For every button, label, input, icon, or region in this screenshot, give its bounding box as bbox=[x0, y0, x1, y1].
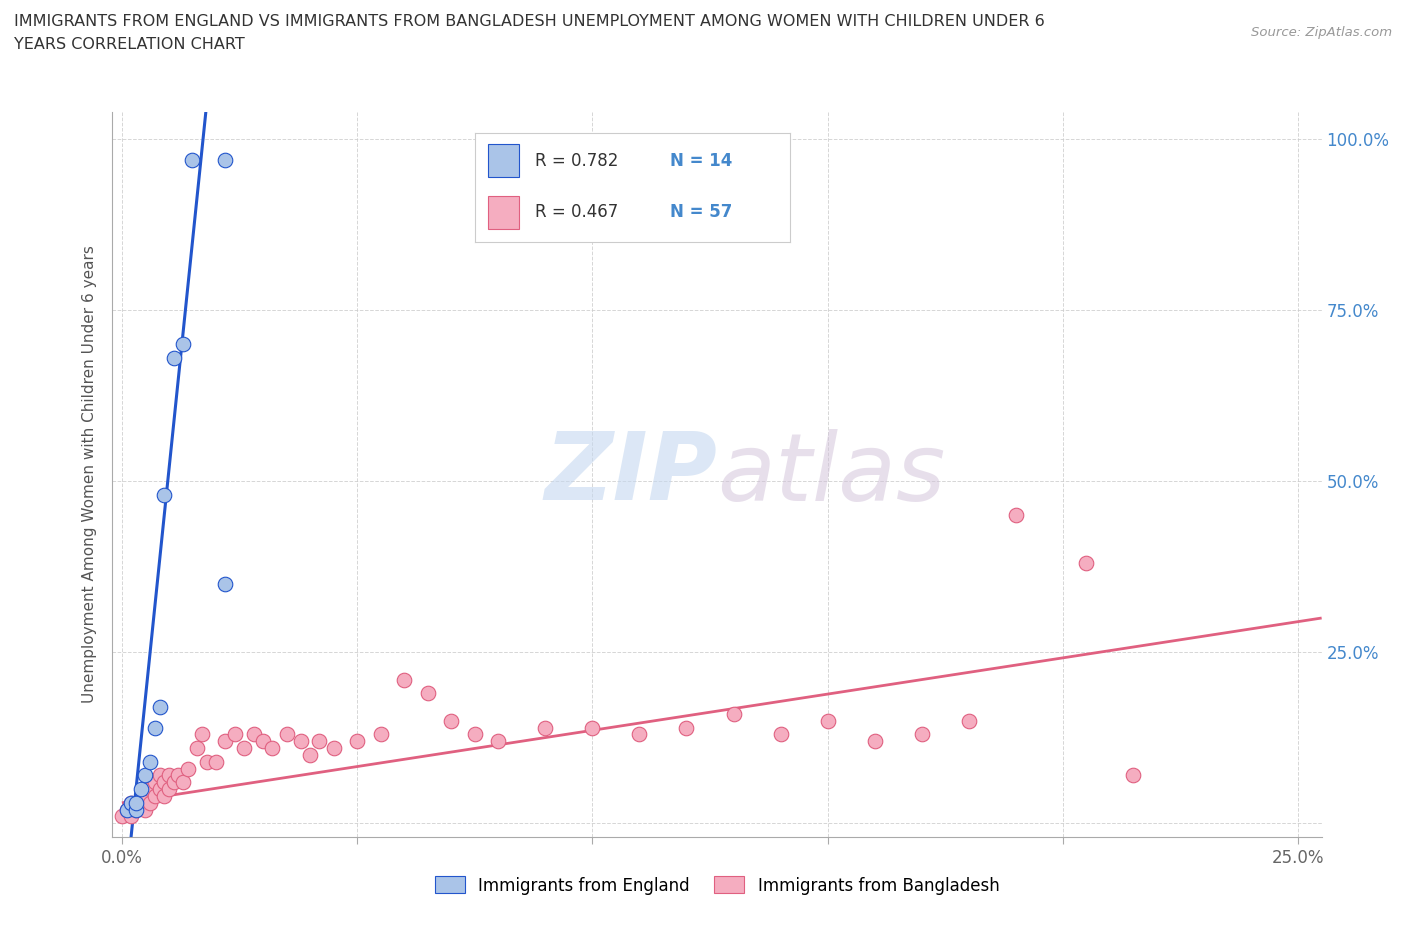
Point bbox=[148, 781, 170, 796]
Point bbox=[214, 734, 236, 749]
Point bbox=[957, 713, 980, 728]
Point bbox=[464, 727, 486, 742]
Text: atlas: atlas bbox=[717, 429, 945, 520]
Point bbox=[157, 768, 180, 783]
Text: IMMIGRANTS FROM ENGLAND VS IMMIGRANTS FROM BANGLADESH UNEMPLOYMENT AMONG WOMEN W: IMMIGRANTS FROM ENGLAND VS IMMIGRANTS FR… bbox=[14, 14, 1045, 29]
Point bbox=[139, 754, 162, 769]
Point bbox=[163, 775, 186, 790]
Text: ZIP: ZIP bbox=[544, 429, 717, 520]
Point bbox=[299, 748, 322, 763]
Point bbox=[1122, 768, 1144, 783]
Point bbox=[214, 577, 236, 591]
Text: Source: ZipAtlas.com: Source: ZipAtlas.com bbox=[1251, 26, 1392, 39]
Point bbox=[181, 153, 204, 167]
Point bbox=[911, 727, 934, 742]
Point bbox=[224, 727, 246, 742]
Point bbox=[163, 351, 186, 365]
Point bbox=[129, 795, 152, 810]
Point bbox=[191, 727, 214, 742]
Point bbox=[346, 734, 368, 749]
Point bbox=[120, 809, 142, 824]
Text: YEARS CORRELATION CHART: YEARS CORRELATION CHART bbox=[14, 37, 245, 52]
Point bbox=[290, 734, 312, 749]
Point bbox=[863, 734, 886, 749]
Point bbox=[139, 795, 162, 810]
Point bbox=[167, 768, 190, 783]
Point bbox=[723, 707, 745, 722]
Point bbox=[416, 685, 439, 700]
Point bbox=[115, 803, 138, 817]
Point bbox=[322, 740, 344, 755]
Point bbox=[440, 713, 463, 728]
Point bbox=[486, 734, 509, 749]
Point bbox=[276, 727, 298, 742]
Point bbox=[125, 803, 148, 817]
Point bbox=[157, 781, 180, 796]
Point bbox=[129, 781, 152, 796]
Point bbox=[134, 768, 156, 783]
Point bbox=[581, 720, 603, 735]
Point bbox=[817, 713, 839, 728]
Point bbox=[153, 775, 176, 790]
Point bbox=[143, 775, 166, 790]
Point bbox=[392, 672, 415, 687]
Point bbox=[177, 761, 200, 776]
Point bbox=[186, 740, 208, 755]
Point bbox=[233, 740, 256, 755]
Y-axis label: Unemployment Among Women with Children Under 6 years: Unemployment Among Women with Children U… bbox=[82, 246, 97, 703]
Point bbox=[308, 734, 330, 749]
Point bbox=[120, 795, 142, 810]
Point bbox=[143, 789, 166, 804]
Point bbox=[120, 795, 142, 810]
Point bbox=[628, 727, 651, 742]
Point bbox=[195, 754, 218, 769]
Point bbox=[214, 153, 236, 167]
Point bbox=[143, 720, 166, 735]
Point bbox=[134, 803, 156, 817]
Point bbox=[125, 795, 148, 810]
Point bbox=[153, 789, 176, 804]
Point bbox=[172, 337, 194, 352]
Point bbox=[769, 727, 792, 742]
Point bbox=[125, 803, 148, 817]
Point bbox=[262, 740, 284, 755]
Point bbox=[252, 734, 274, 749]
Point bbox=[115, 803, 138, 817]
Point bbox=[370, 727, 392, 742]
Point bbox=[111, 809, 134, 824]
Point bbox=[139, 781, 162, 796]
Point bbox=[1004, 508, 1026, 523]
Point bbox=[675, 720, 697, 735]
Point bbox=[242, 727, 264, 742]
Point bbox=[134, 789, 156, 804]
Point bbox=[534, 720, 557, 735]
Point bbox=[153, 487, 176, 502]
Point bbox=[148, 699, 170, 714]
Point bbox=[172, 775, 194, 790]
Point bbox=[205, 754, 228, 769]
Point bbox=[1076, 556, 1098, 571]
Legend: Immigrants from England, Immigrants from Bangladesh: Immigrants from England, Immigrants from… bbox=[427, 870, 1007, 901]
Point bbox=[148, 768, 170, 783]
